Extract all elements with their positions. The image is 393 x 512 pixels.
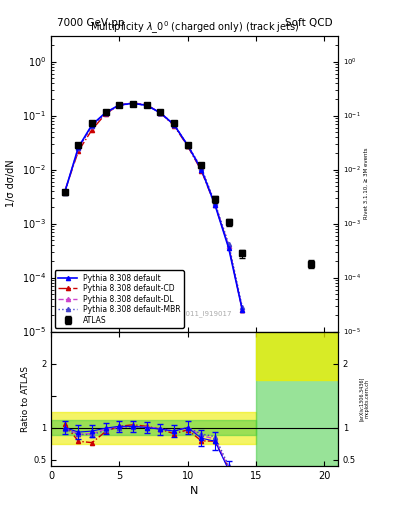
Pythia 8.308 default-CD [62,188,67,194]
Pythia 8.308 default-DL [117,102,122,108]
Pythia 8.308 default-DL [144,102,149,108]
Pythia 8.308 default-CD [213,202,217,208]
Pythia 8.308 default-DL [226,243,231,249]
Pythia 8.308 default [213,202,217,208]
Pythia 8.308 default [62,189,67,195]
Text: Soft QCD: Soft QCD [285,18,332,29]
Pythia 8.308 default-DL [62,189,67,195]
Pythia 8.308 default-DL [76,145,81,151]
Pythia 8.308 default-CD [185,143,190,150]
Pythia 8.308 default-MBR [158,110,163,116]
X-axis label: N: N [190,486,199,496]
Pythia 8.308 default-MBR [103,110,108,116]
Pythia 8.308 default-MBR [76,145,81,151]
Pythia 8.308 default-DL [240,307,245,313]
Pythia 8.308 default-MBR [144,102,149,109]
Pythia 8.308 default [240,307,245,313]
Pythia 8.308 default [76,144,81,150]
Pythia 8.308 default-MBR [117,102,122,109]
Pythia 8.308 default-DL [103,110,108,116]
Bar [256,332,338,379]
Pythia 8.308 default-CD [144,102,149,108]
Pythia 8.308 default [144,102,149,109]
Y-axis label: Rivet 3.1.10, ≥ 3M events: Rivet 3.1.10, ≥ 3M events [364,148,369,220]
Pythia 8.308 default-DL [131,100,136,106]
Line: Pythia 8.308 default-CD: Pythia 8.308 default-CD [62,101,244,312]
Bar [51,420,256,435]
Pythia 8.308 default [131,100,136,106]
Pythia 8.308 default-MBR [226,241,231,247]
Pythia 8.308 default-DL [213,201,217,207]
Text: ATLAS_2011_I919017: ATLAS_2011_I919017 [157,310,232,317]
Pythia 8.308 default-CD [158,110,163,116]
Pythia 8.308 default-CD [172,122,176,129]
Pythia 8.308 default [185,142,190,148]
Pythia 8.308 default-MBR [172,121,176,127]
Pythia 8.308 default-DL [199,165,204,172]
Y-axis label: 1/σ dσ/dN: 1/σ dσ/dN [6,160,17,207]
Pythia 8.308 default-CD [131,100,136,106]
Pythia 8.308 default-CD [76,148,81,154]
Pythia 8.308 default-CD [103,111,108,117]
Line: Pythia 8.308 default-MBR: Pythia 8.308 default-MBR [62,101,244,309]
Line: Pythia 8.308 default: Pythia 8.308 default [62,101,244,312]
Pythia 8.308 default-MBR [90,123,94,129]
Pythia 8.308 default-MBR [199,165,204,171]
Pythia 8.308 default [226,245,231,251]
Pythia 8.308 default-DL [90,122,94,129]
Pythia 8.308 default-MBR [131,100,136,106]
Pythia 8.308 default [158,110,163,116]
Title: Multiplicity $\lambda\_0^0$ (charged only) (track jets): Multiplicity $\lambda\_0^0$ (charged onl… [90,19,299,36]
Pythia 8.308 default [199,166,204,173]
Pythia 8.308 default-CD [90,126,94,133]
Bar [256,332,338,466]
Pythia 8.308 default-CD [117,102,122,108]
Pythia 8.308 default-MBR [62,190,67,196]
Bar [51,412,256,443]
Line: Pythia 8.308 default-DL: Pythia 8.308 default-DL [62,101,244,312]
Pythia 8.308 default-CD [199,168,204,174]
Pythia 8.308 default [117,102,122,108]
Pythia 8.308 default-CD [240,307,245,313]
Y-axis label: [arXiv:1306.3436]
mcplots.cern.ch: [arXiv:1306.3436] mcplots.cern.ch [359,376,369,421]
Pythia 8.308 default-MBR [213,200,217,206]
Pythia 8.308 default [172,121,176,127]
Legend: Pythia 8.308 default, Pythia 8.308 default-CD, Pythia 8.308 default-DL, Pythia 8: Pythia 8.308 default, Pythia 8.308 defau… [55,270,184,328]
Pythia 8.308 default [90,121,94,127]
Y-axis label: Ratio to ATLAS: Ratio to ATLAS [21,366,30,432]
Text: 7000 GeV pp: 7000 GeV pp [57,18,124,29]
Pythia 8.308 default-MBR [185,142,190,148]
Pythia 8.308 default-DL [158,110,163,116]
Pythia 8.308 default-DL [172,121,176,127]
Pythia 8.308 default-DL [185,142,190,148]
Pythia 8.308 default [103,110,108,116]
Pythia 8.308 default-CD [226,243,231,249]
Pythia 8.308 default-MBR [240,304,245,310]
